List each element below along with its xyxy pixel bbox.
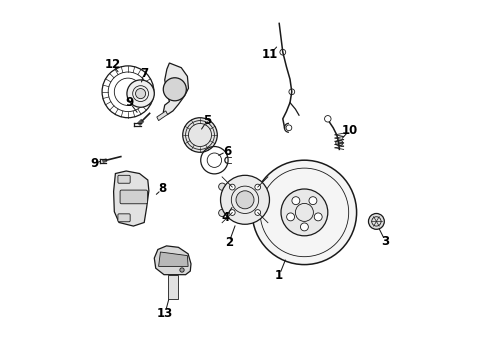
Circle shape bbox=[220, 175, 270, 224]
Circle shape bbox=[229, 184, 235, 190]
Circle shape bbox=[219, 210, 226, 216]
Text: 5: 5 bbox=[203, 114, 211, 127]
Text: 3: 3 bbox=[381, 235, 390, 248]
Circle shape bbox=[255, 210, 261, 215]
Circle shape bbox=[219, 183, 226, 190]
Circle shape bbox=[264, 210, 271, 216]
Circle shape bbox=[292, 197, 300, 204]
Polygon shape bbox=[159, 252, 188, 266]
Polygon shape bbox=[154, 246, 191, 275]
Circle shape bbox=[314, 213, 322, 221]
Circle shape bbox=[236, 191, 254, 209]
Circle shape bbox=[287, 213, 294, 221]
Ellipse shape bbox=[336, 140, 343, 145]
Text: 8: 8 bbox=[158, 183, 166, 195]
Circle shape bbox=[281, 189, 328, 236]
Text: 7: 7 bbox=[140, 67, 148, 80]
Circle shape bbox=[252, 160, 357, 265]
Circle shape bbox=[264, 183, 271, 190]
Polygon shape bbox=[163, 63, 189, 114]
Circle shape bbox=[309, 197, 317, 204]
Text: 12: 12 bbox=[104, 58, 121, 71]
Circle shape bbox=[300, 223, 308, 231]
Circle shape bbox=[180, 268, 184, 272]
Circle shape bbox=[368, 213, 384, 229]
Text: 13: 13 bbox=[157, 307, 173, 320]
Text: 6: 6 bbox=[223, 145, 231, 158]
Polygon shape bbox=[114, 171, 149, 226]
Circle shape bbox=[136, 89, 146, 99]
Text: 1: 1 bbox=[275, 269, 283, 282]
FancyBboxPatch shape bbox=[118, 214, 130, 222]
FancyBboxPatch shape bbox=[120, 190, 147, 204]
Text: 9: 9 bbox=[125, 96, 134, 109]
Bar bbox=[168, 275, 178, 299]
Text: 4: 4 bbox=[221, 211, 229, 224]
Circle shape bbox=[163, 78, 186, 101]
Circle shape bbox=[181, 259, 185, 263]
Circle shape bbox=[183, 118, 217, 152]
Text: 2: 2 bbox=[225, 237, 233, 249]
Text: 9: 9 bbox=[90, 157, 98, 170]
Text: 11: 11 bbox=[262, 48, 278, 60]
Circle shape bbox=[229, 210, 235, 215]
FancyBboxPatch shape bbox=[118, 175, 130, 183]
Circle shape bbox=[127, 80, 154, 107]
Polygon shape bbox=[157, 111, 168, 121]
Circle shape bbox=[255, 184, 261, 190]
Text: 10: 10 bbox=[341, 124, 358, 137]
